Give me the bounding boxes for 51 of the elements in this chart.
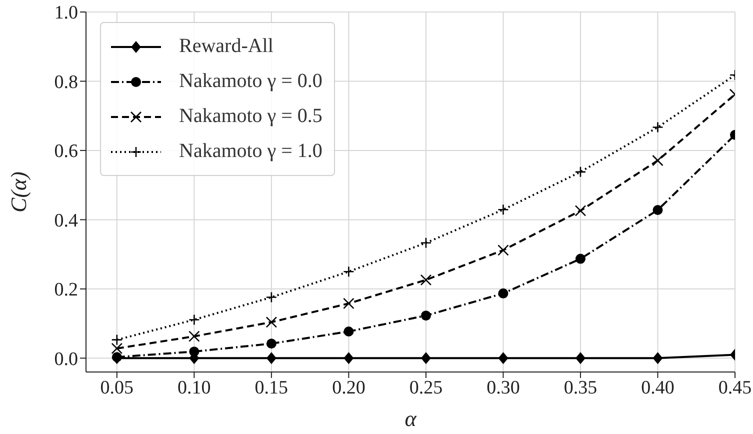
y-axis-title: C(α) <box>6 172 31 212</box>
point <box>343 298 354 310</box>
x-axis-title: α <box>404 406 417 431</box>
point <box>111 334 123 346</box>
point <box>498 352 508 364</box>
x-tick-label: 0.40 <box>641 377 674 398</box>
point <box>266 352 276 364</box>
point <box>112 352 122 362</box>
point <box>498 204 509 216</box>
point <box>574 205 586 216</box>
point <box>266 316 278 328</box>
x-tick-label: 0.20 <box>332 377 366 398</box>
legend-label: Nakamoto γ = 1.0 <box>179 140 322 163</box>
y-tick-label: 0.4 <box>54 210 78 232</box>
point <box>498 244 509 256</box>
point <box>343 266 354 278</box>
point <box>188 314 200 326</box>
point <box>266 338 276 349</box>
legend-label: Nakamoto γ = 0.5 <box>179 105 322 128</box>
point <box>420 274 432 286</box>
point <box>344 326 354 336</box>
x-tick-label: 0.25 <box>409 377 443 398</box>
point <box>420 310 431 321</box>
y-tick-label: 0.2 <box>54 280 78 301</box>
y-tick-label: 0.8 <box>54 72 78 93</box>
point <box>498 288 508 298</box>
x-tick-label: 0.35 <box>564 377 598 398</box>
y-tick-label: 0.6 <box>54 141 78 162</box>
x-tick-label: 0.15 <box>254 377 288 398</box>
point <box>652 154 664 166</box>
x-tick-label: 0.10 <box>178 377 211 398</box>
x-tick-label: 0.45 <box>718 377 752 398</box>
point <box>652 122 664 133</box>
point <box>420 352 431 364</box>
point <box>420 237 432 249</box>
legend-label: Reward-All <box>179 35 274 58</box>
x-tick-label: 0.05 <box>100 377 134 398</box>
point <box>189 346 200 357</box>
point <box>652 205 663 215</box>
point <box>344 352 354 364</box>
x-tick-label: 0.30 <box>486 377 520 398</box>
y-tick-label: 1.0 <box>54 2 78 24</box>
y-tick-label: 0.0 <box>54 348 78 370</box>
point <box>575 254 586 264</box>
point <box>575 352 586 364</box>
point <box>111 342 123 354</box>
point <box>652 352 663 364</box>
point <box>188 330 200 342</box>
legend-label: Nakamoto γ = 0.0 <box>179 70 322 93</box>
point <box>574 166 586 178</box>
point <box>266 292 278 303</box>
